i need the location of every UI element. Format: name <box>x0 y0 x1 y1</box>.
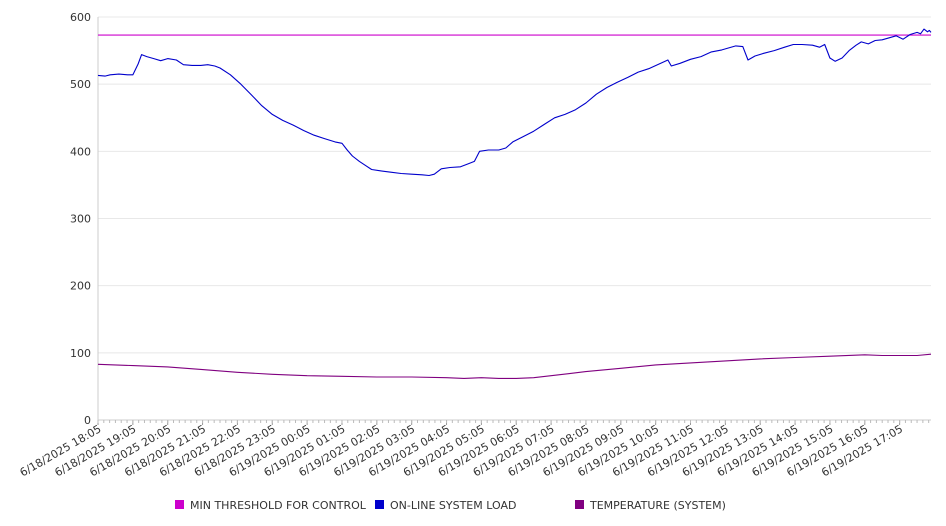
y-tick-label: 200 <box>70 280 91 293</box>
legend-swatch <box>175 500 184 509</box>
y-tick-label: 0 <box>84 414 91 427</box>
legend-label: TEMPERATURE (SYSTEM) <box>589 499 726 512</box>
legend-label: ON-LINE SYSTEM LOAD <box>390 499 516 512</box>
series-line-1 <box>97 28 932 177</box>
series-line-2 <box>97 353 932 379</box>
legend: MIN THRESHOLD FOR CONTROL ON-LINE SYSTEM … <box>175 499 726 512</box>
series-lines <box>97 28 932 379</box>
axes <box>97 17 931 423</box>
y-tick-label: 500 <box>70 78 91 91</box>
y-tick-label: 300 <box>70 213 91 226</box>
legend-swatch <box>575 500 584 509</box>
legend-label: MIN THRESHOLD FOR CONTROL <box>190 499 367 512</box>
gridlines <box>98 16 931 354</box>
y-axis-ticks: 0 100 200 300 400 500 600 <box>70 11 91 427</box>
legend-swatch <box>375 500 384 509</box>
x-axis-ticks: 6/18/2025 18:056/18/2025 19:056/18/2025 … <box>18 420 905 479</box>
y-tick-label: 600 <box>70 11 91 24</box>
y-tick-label: 100 <box>70 347 91 360</box>
y-tick-label: 400 <box>70 145 91 158</box>
